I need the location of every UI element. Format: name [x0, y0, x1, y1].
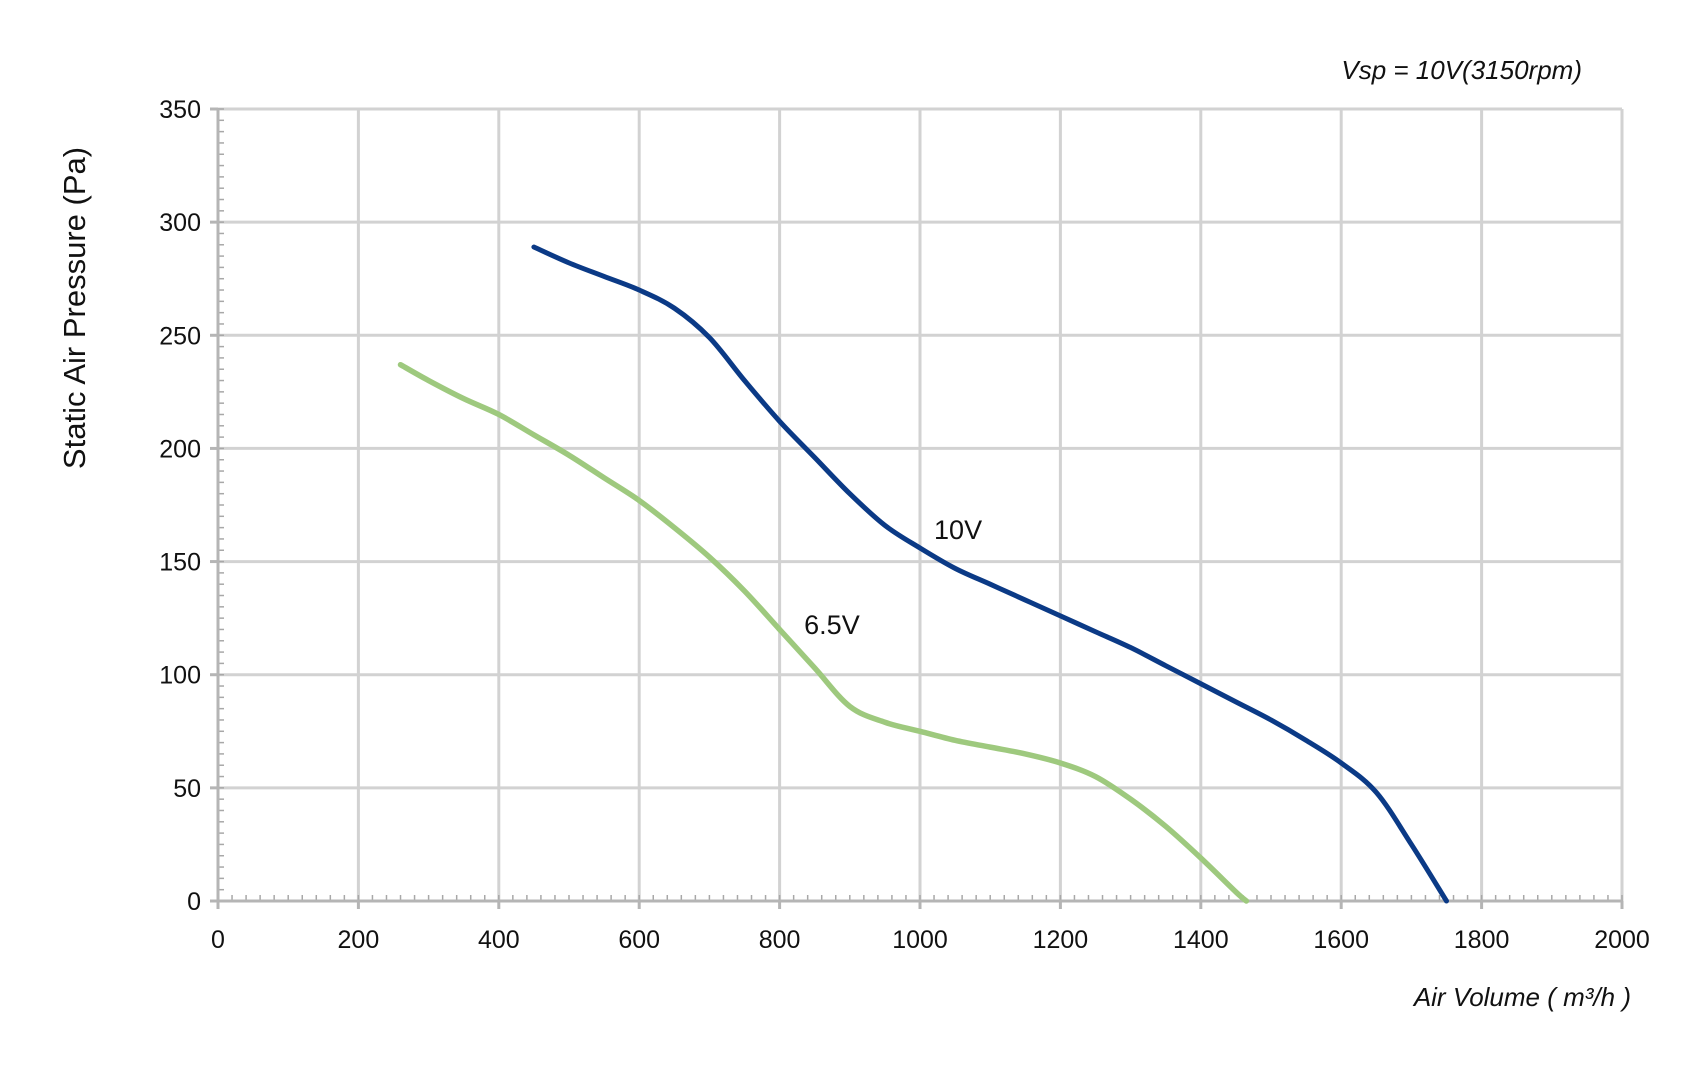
- x-tick-labels: 0 200 400 600 800 1000 1200 1400 1600 1800 2000: [211, 926, 1650, 954]
- x-tick-label: 800: [759, 926, 801, 954]
- x-tick-label: 2000: [1594, 926, 1650, 954]
- y-tick-labels: 0 50 100 150 200 250 300 350: [159, 96, 201, 916]
- y-tick-label: 250: [159, 322, 201, 350]
- x-tick-label: 1200: [1033, 926, 1089, 954]
- x-axis-title: Air Volume ( m³/h ): [1412, 982, 1631, 1012]
- x-tick-label: 1400: [1173, 926, 1229, 954]
- y-tick-label: 50: [173, 775, 201, 803]
- axes: [210, 107, 1624, 909]
- x-tick-label: 600: [618, 926, 660, 954]
- x-tick-label: 0: [211, 926, 225, 954]
- y-tick-label: 200: [159, 435, 201, 463]
- y-tick-label: 0: [187, 888, 201, 916]
- series-label-6-5v: 6.5V: [804, 610, 860, 640]
- y-axis-title: Static Air Pressure (Pa): [57, 147, 92, 469]
- x-tick-label: 1800: [1454, 926, 1510, 954]
- chart-subtitle: Vsp = 10V(3150rpm): [1341, 55, 1582, 85]
- series-line-10v: [531, 244, 1449, 904]
- x-tick-label: 400: [478, 926, 520, 954]
- series-label-10v: 10V: [934, 515, 982, 545]
- series-line-6-5v: [397, 361, 1250, 904]
- x-tick-label: 200: [338, 926, 380, 954]
- series-lines: [397, 244, 1449, 904]
- series-labels: 10V 6.5V: [804, 515, 982, 640]
- x-tick-label: 1600: [1313, 926, 1369, 954]
- x-tick-label: 1000: [892, 926, 948, 954]
- y-tick-label: 300: [159, 209, 201, 237]
- y-tick-label: 100: [159, 662, 201, 690]
- y-tick-label: 350: [159, 96, 201, 124]
- y-tick-label: 150: [159, 549, 201, 577]
